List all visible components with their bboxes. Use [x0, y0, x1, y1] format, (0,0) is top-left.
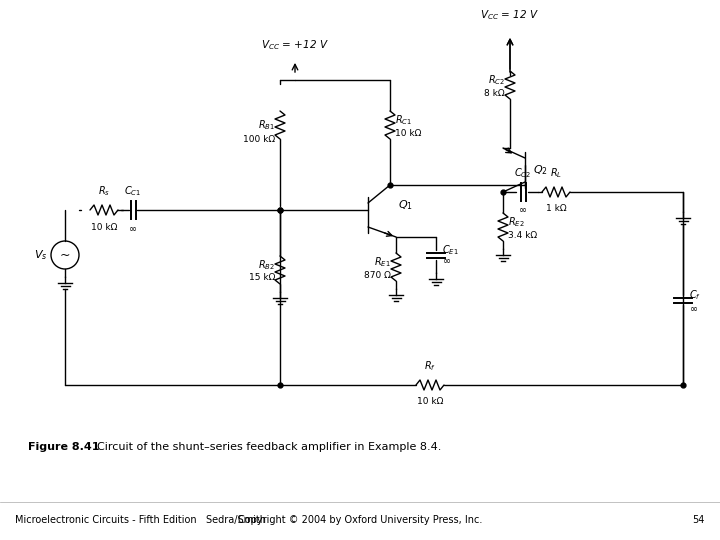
Text: $R_{C2}$: $R_{C2}$: [488, 73, 505, 87]
Text: 10 kΩ: 10 kΩ: [417, 397, 444, 406]
Text: 10 kΩ: 10 kΩ: [395, 129, 421, 138]
Text: 3.4 kΩ: 3.4 kΩ: [508, 231, 537, 240]
Text: $\infty$: $\infty$: [689, 303, 698, 313]
Text: $R_L$: $R_L$: [550, 166, 562, 180]
Text: 870 Ω: 870 Ω: [364, 271, 391, 280]
Text: $Q_2$: $Q_2$: [533, 163, 548, 177]
Text: $\infty$: $\infty$: [442, 255, 451, 265]
Text: $\infty$: $\infty$: [128, 223, 138, 233]
Text: Figure 8.41: Figure 8.41: [28, 442, 99, 452]
Text: $V_{CC}$ = 12 V: $V_{CC}$ = 12 V: [480, 8, 539, 22]
Text: $R_{B2}$: $R_{B2}$: [258, 258, 275, 272]
Text: 1 kΩ: 1 kΩ: [546, 204, 567, 213]
Text: 100 kΩ: 100 kΩ: [243, 134, 275, 144]
Text: $R_s$: $R_s$: [98, 184, 110, 198]
Text: $R_{B1}$: $R_{B1}$: [258, 118, 275, 132]
Text: $V_{CC}$ = +12 V: $V_{CC}$ = +12 V: [261, 38, 329, 52]
Text: $C_{C2}$: $C_{C2}$: [514, 166, 531, 180]
Text: Copyright © 2004 by Oxford University Press, Inc.: Copyright © 2004 by Oxford University Pr…: [238, 515, 482, 525]
Text: 8 kΩ: 8 kΩ: [485, 89, 505, 98]
Text: 54: 54: [693, 515, 705, 525]
Text: Microelectronic Circuits - Fifth Edition   Sedra/Smith: Microelectronic Circuits - Fifth Edition…: [15, 515, 266, 525]
Text: $R_f$: $R_f$: [424, 359, 436, 373]
Text: $C_f$: $C_f$: [689, 288, 701, 302]
Text: 10 kΩ: 10 kΩ: [91, 223, 117, 232]
Text: $Q_1$: $Q_1$: [398, 198, 413, 212]
Text: ~: ~: [60, 248, 71, 261]
Text: $\infty$: $\infty$: [518, 204, 528, 214]
Text: $R_{E1}$: $R_{E1}$: [374, 255, 391, 269]
Text: $C_{C1}$: $C_{C1}$: [125, 184, 142, 198]
Text: Circuit of the shunt–series feedback amplifier in Example 8.4.: Circuit of the shunt–series feedback amp…: [90, 442, 441, 452]
Text: $R_{C1}$: $R_{C1}$: [395, 113, 412, 127]
Text: $C_{E1}$: $C_{E1}$: [442, 243, 459, 257]
Text: 15 kΩ: 15 kΩ: [248, 273, 275, 282]
Text: $R_{E2}$: $R_{E2}$: [508, 215, 525, 229]
Text: $V_s$: $V_s$: [34, 248, 47, 262]
